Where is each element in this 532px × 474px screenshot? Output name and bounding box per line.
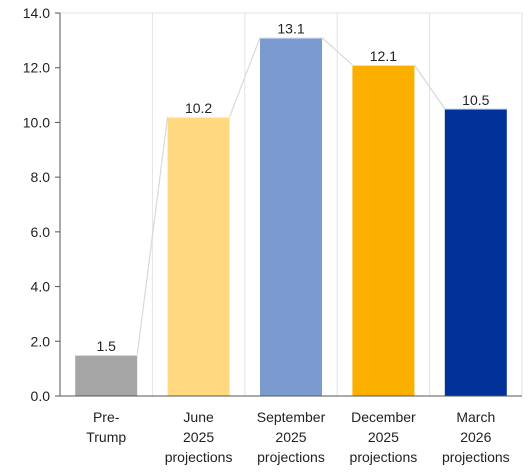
bars bbox=[75, 36, 507, 396]
data-label-0: 1.5 bbox=[96, 338, 116, 354]
data-label-3: 12.1 bbox=[370, 48, 397, 64]
y-tick-label-7: 14.0 bbox=[23, 5, 50, 21]
connector-line-2 bbox=[321, 37, 353, 66]
x-axis-labels: Pre-Trump June 2025 projections September 202… bbox=[86, 409, 509, 465]
connector-line-1 bbox=[229, 37, 261, 118]
y-tick-label-3: 6.0 bbox=[31, 224, 51, 240]
bar-0 bbox=[75, 354, 138, 396]
y-tick-label-5: 10.0 bbox=[23, 114, 50, 130]
y-tick-label-1: 2.0 bbox=[31, 333, 51, 349]
axes bbox=[59, 13, 522, 397]
data-label-1: 10.2 bbox=[185, 100, 212, 116]
data-label-2: 13.1 bbox=[277, 21, 304, 37]
connector-line-3 bbox=[413, 64, 446, 110]
bar-2 bbox=[260, 37, 322, 396]
x-tick-label-2: September 2025 projections bbox=[257, 409, 326, 465]
y-tick-label-0: 0.0 bbox=[31, 388, 51, 404]
x-tick-label-4: March 2026 projections bbox=[442, 409, 510, 465]
bar-3 bbox=[352, 64, 415, 396]
x-tick-label-3: December 2025 projections bbox=[350, 409, 418, 465]
y-tick-label-4: 8.0 bbox=[31, 169, 51, 185]
y-tick-label-6: 12.0 bbox=[23, 60, 50, 76]
y-axis-ticks: 0.0 2.0 4.0 6.0 8.0 10.0 12.0 14.0 bbox=[23, 5, 60, 404]
connector-line-0 bbox=[136, 116, 169, 356]
bar-1 bbox=[167, 116, 230, 396]
data-label-4: 10.5 bbox=[462, 92, 489, 108]
connector-lines bbox=[136, 37, 446, 356]
x-tick-label-0: Pre-Trump bbox=[86, 409, 126, 445]
data-labels: 1.5 10.2 13.1 12.1 10.5 bbox=[96, 21, 489, 354]
bar-4 bbox=[444, 108, 507, 396]
y-tick-label-2: 4.0 bbox=[31, 279, 51, 295]
x-tick-label-1: June 2025 projections bbox=[165, 409, 233, 465]
